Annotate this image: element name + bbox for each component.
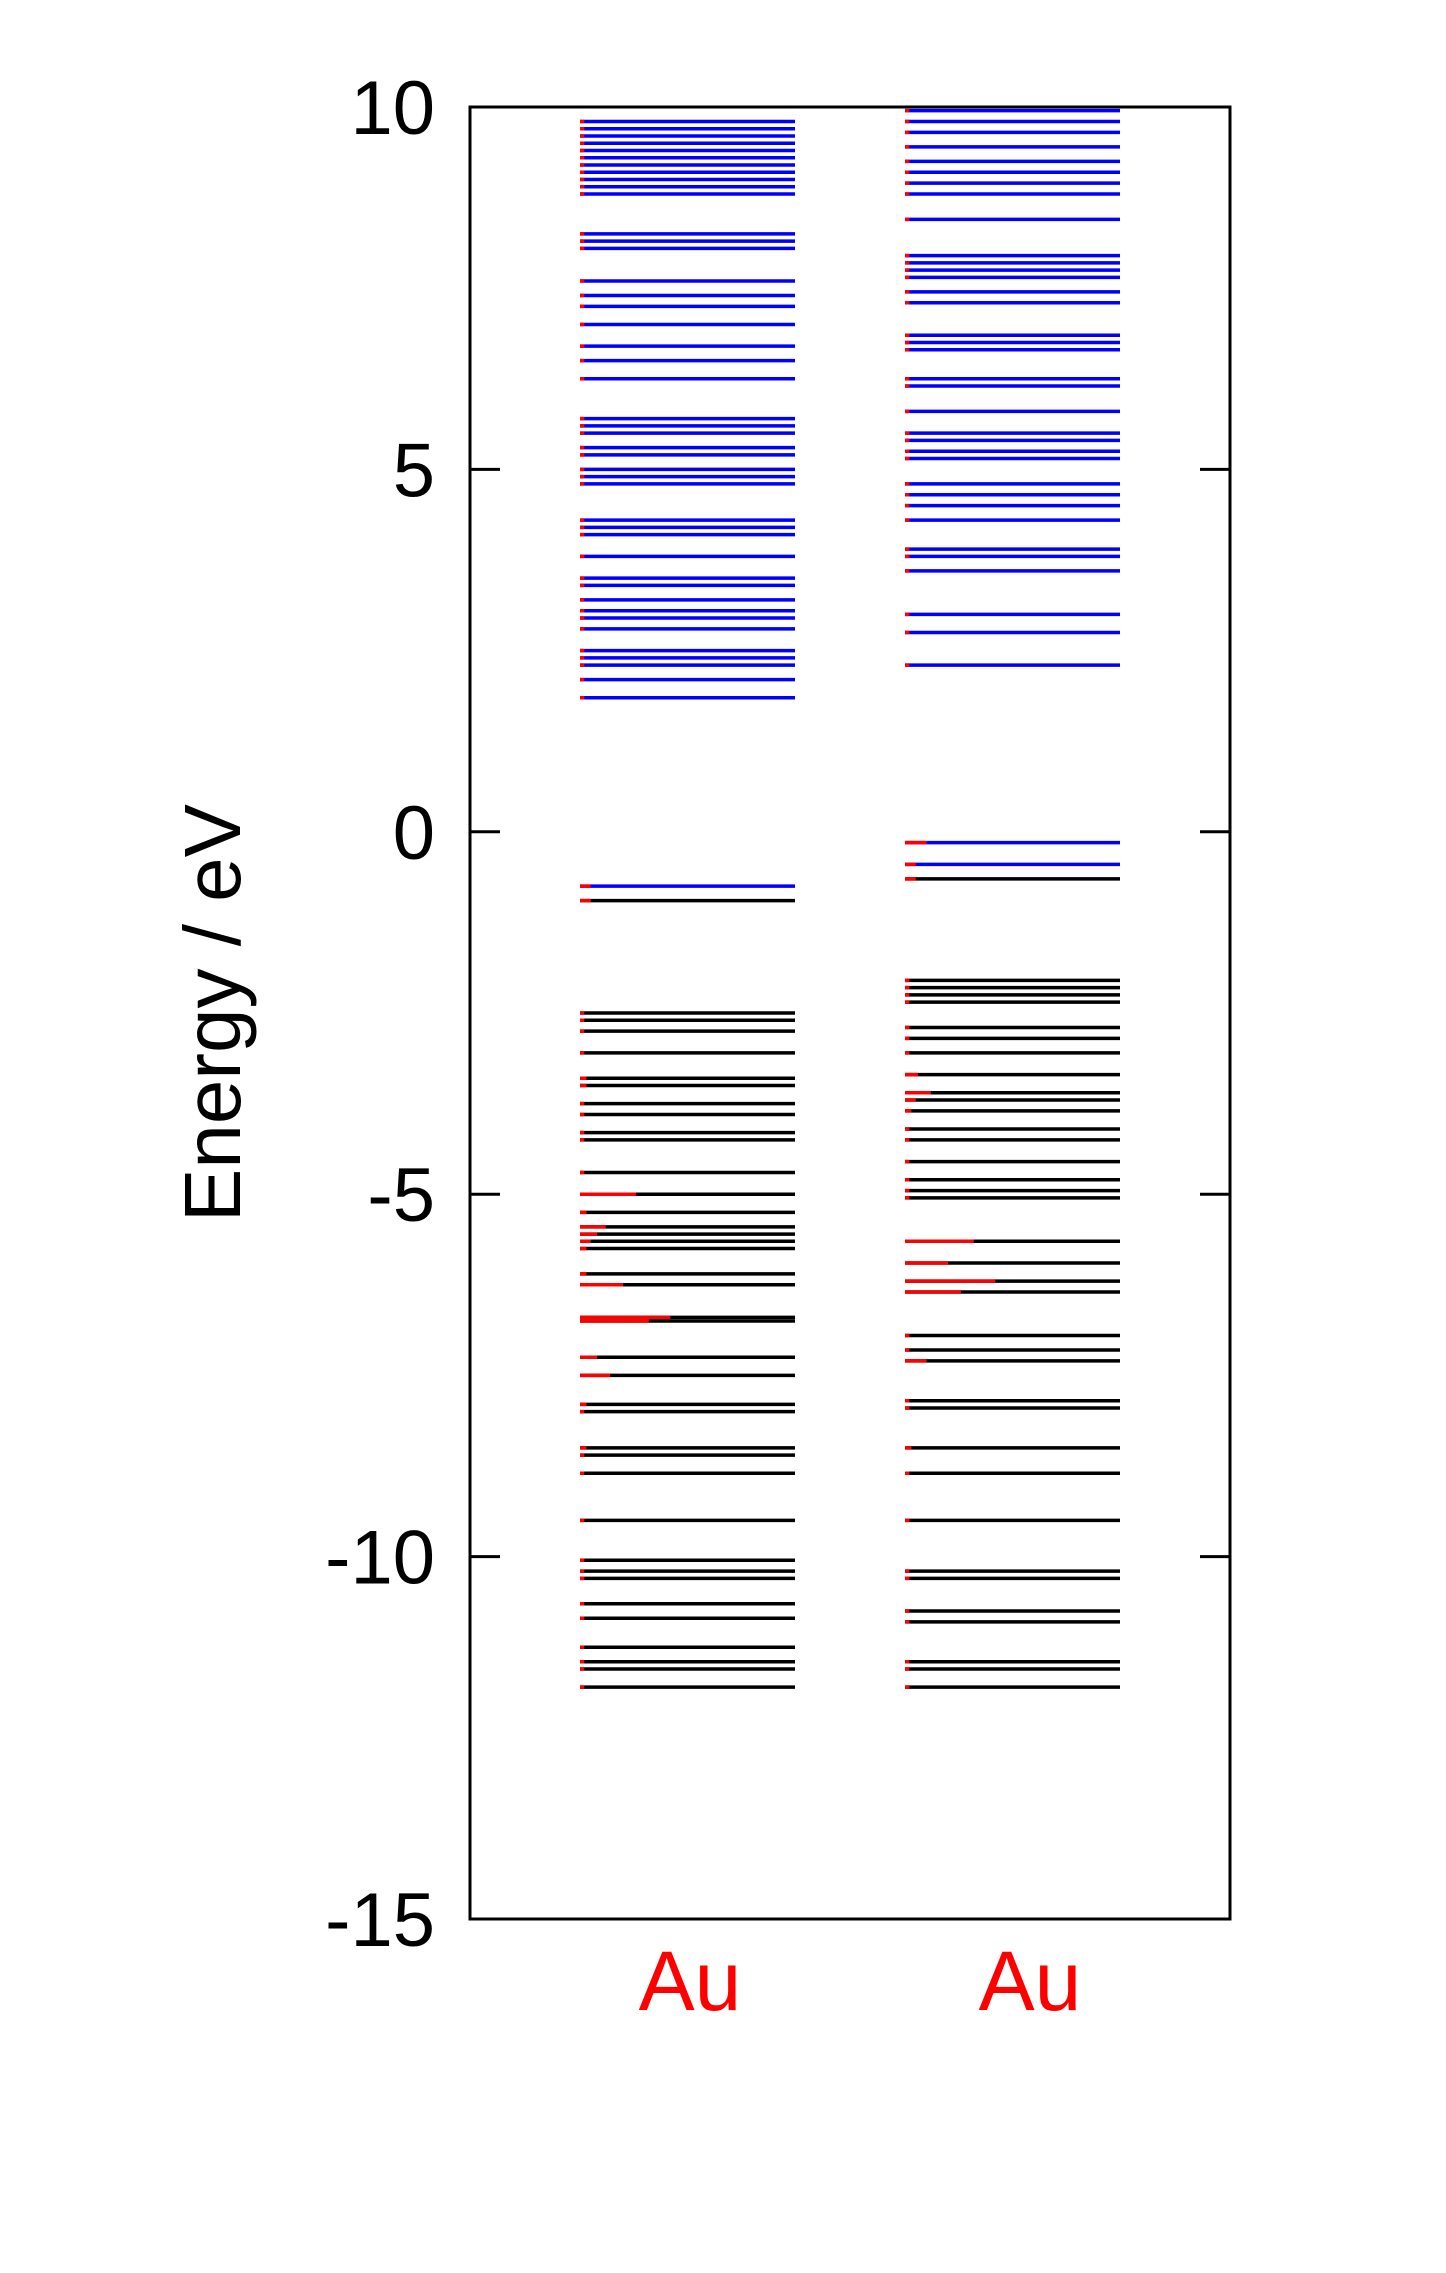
y-tick-label: -15 — [325, 1878, 435, 1963]
y-tick-label: -5 — [367, 1153, 435, 1238]
y-axis-title: Energy / eV — [168, 803, 257, 1222]
y-tick-label: -10 — [325, 1516, 435, 1601]
column-label: Au — [979, 1934, 1082, 2028]
y-tick-label: 0 — [393, 791, 435, 876]
energy-levels-layer — [580, 108, 1120, 1689]
column-labels-layer: Au Au — [639, 1934, 1082, 2028]
y-tick-label: 10 — [350, 66, 435, 151]
y-tick-label: 5 — [393, 428, 435, 513]
y-ticks-layer: 10 5 0 -5 -10 -15 — [325, 66, 1230, 1963]
plot-frame — [468, 105, 1232, 1921]
column-label: Au — [639, 1934, 742, 2028]
